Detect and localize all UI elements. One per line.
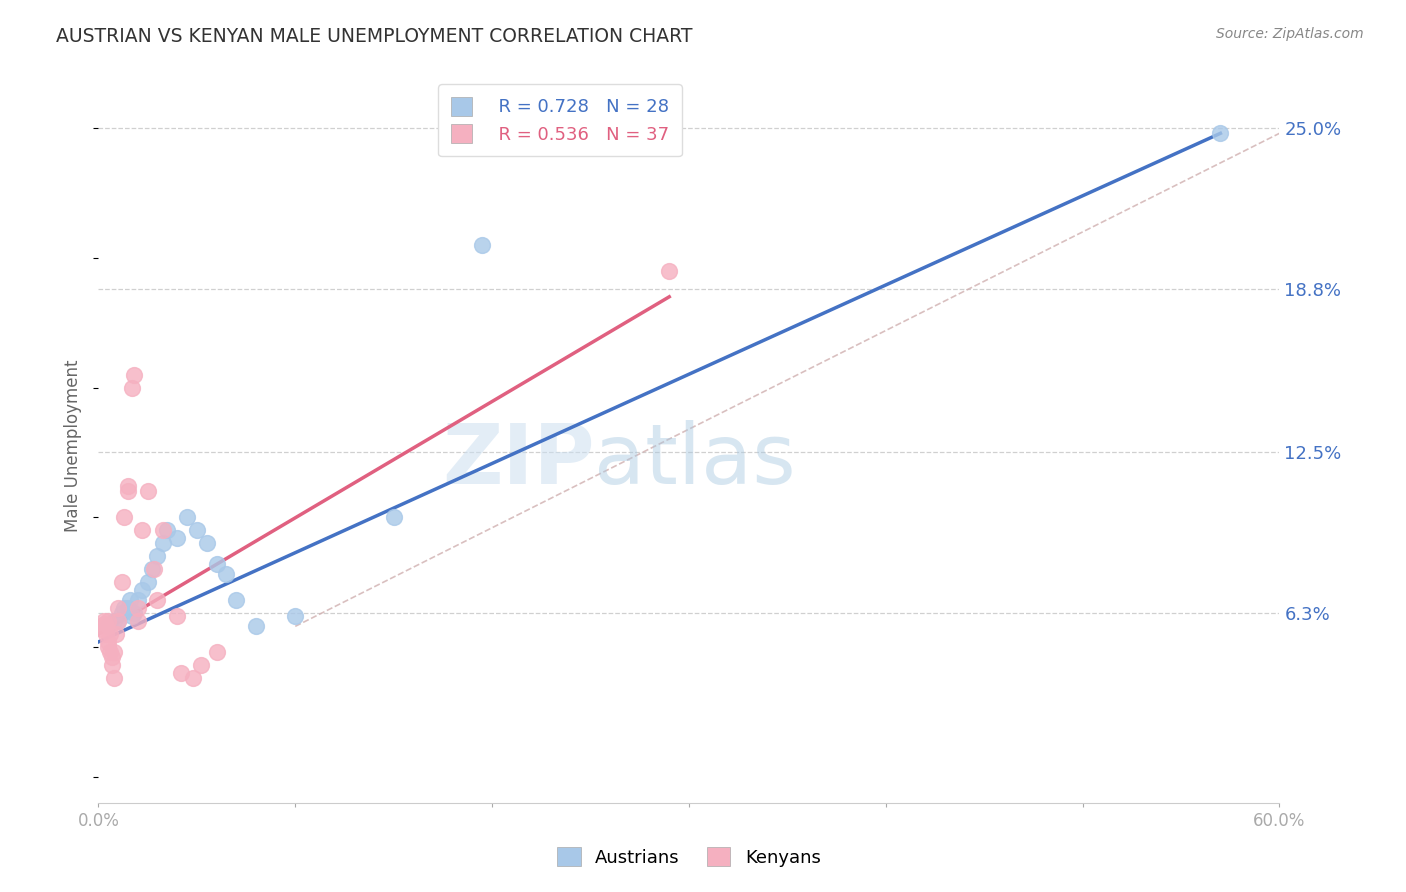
Point (97, 640, 120, 654)
Point (181, 671, 204, 685)
Y-axis label: Male Unemployment: Male Unemployment (65, 359, 83, 533)
Text: AUSTRIAN VS KENYAN MALE UNEMPLOYMENT CORRELATION CHART: AUSTRIAN VS KENYAN MALE UNEMPLOYMENT COR… (56, 27, 693, 45)
Text: Source: ZipAtlas.com: Source: ZipAtlas.com (1216, 27, 1364, 41)
Point (245, 619, 267, 633)
Point (195, 536, 218, 550)
Point (117, 484, 139, 499)
Point (101, 658, 124, 673)
Point (112, 601, 135, 615)
Point (107, 614, 129, 628)
Point (107, 614, 129, 628)
Point (166, 609, 188, 624)
Point (658, 264, 681, 278)
Point (141, 562, 163, 576)
Point (284, 609, 307, 624)
Point (131, 524, 153, 538)
Point (136, 575, 159, 590)
Point (97, 635, 120, 649)
Point (103, 671, 125, 685)
Point (190, 658, 212, 673)
Text: ZIP: ZIP (441, 420, 595, 500)
Point (112, 510, 135, 524)
Point (96, 627, 118, 641)
Point (91, 619, 114, 633)
Point (93, 614, 115, 628)
Point (117, 601, 139, 615)
Point (111, 575, 134, 590)
Point (103, 614, 125, 628)
Point (122, 368, 145, 382)
Point (96, 619, 118, 633)
Point (111, 607, 134, 621)
Point (98, 627, 121, 641)
Point (176, 510, 198, 524)
Point (103, 645, 125, 659)
Point (97, 614, 120, 628)
Point (105, 627, 128, 641)
Point (101, 650, 124, 665)
Point (121, 381, 143, 395)
Point (107, 601, 129, 615)
Point (127, 614, 149, 628)
Point (170, 666, 193, 681)
Point (471, 238, 494, 252)
Point (91, 622, 114, 636)
Point (166, 531, 188, 545)
Point (136, 484, 159, 499)
Point (127, 601, 149, 615)
Point (146, 549, 169, 564)
Point (225, 593, 247, 607)
Point (152, 536, 174, 550)
Point (98, 645, 121, 659)
Point (156, 524, 179, 538)
Point (121, 609, 143, 624)
Point (118, 593, 141, 607)
Point (127, 593, 149, 607)
Point (146, 593, 169, 607)
Legend:   R = 0.728   N = 28,   R = 0.536   N = 37: R = 0.728 N = 28, R = 0.536 N = 37 (439, 84, 682, 156)
Point (186, 524, 208, 538)
Point (97, 619, 120, 633)
Point (205, 645, 228, 659)
Point (382, 510, 405, 524)
Point (152, 524, 174, 538)
Point (122, 607, 145, 621)
Point (205, 557, 228, 571)
Text: atlas: atlas (595, 420, 796, 500)
Point (117, 479, 139, 493)
Point (215, 567, 238, 582)
Point (93, 616, 115, 631)
Legend: Austrians, Kenyans: Austrians, Kenyans (550, 840, 828, 874)
Point (142, 562, 165, 576)
Point (131, 582, 153, 597)
Point (1209, 126, 1232, 140)
